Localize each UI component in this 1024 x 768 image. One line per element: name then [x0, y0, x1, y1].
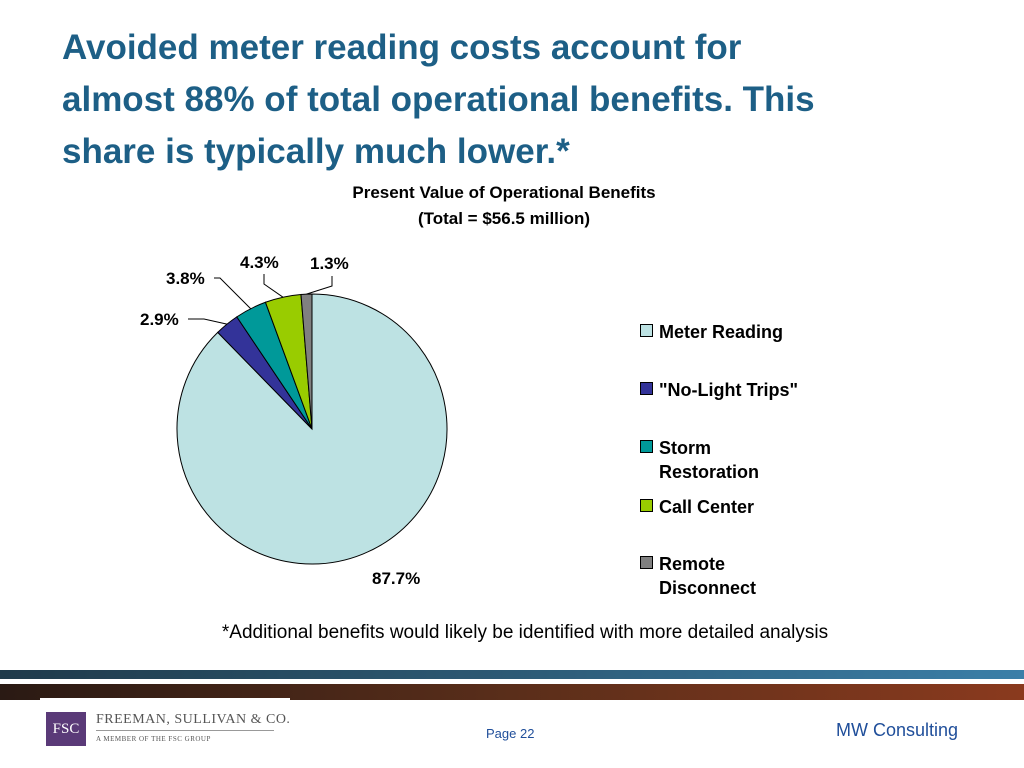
legend-swatch — [640, 499, 653, 512]
legend-item-meter-reading: Meter Reading — [640, 320, 809, 344]
logo-rule — [96, 730, 274, 731]
chart-subtitle: (Total = $56.5 million) — [417, 209, 591, 228]
data-label: 1.3% — [310, 254, 349, 273]
pie-slice-remote-disconnect — [300, 293, 313, 430]
headline-line: share is typically much lower.* — [62, 132, 570, 171]
headline-line: almost 88% of total operational benefits… — [62, 80, 815, 119]
legend-label: "No-Light Trips" — [659, 380, 799, 400]
company-name: MW Consulting — [836, 720, 959, 740]
slide-headline: Avoided meter reading costs account for … — [62, 22, 962, 178]
leader-line — [306, 276, 333, 295]
data-label: 4.3% — [240, 253, 279, 272]
headline-line: Avoided meter reading costs account for — [62, 28, 742, 67]
leader-line — [214, 277, 252, 310]
data-label: 87.7% — [372, 569, 420, 588]
leader-line — [188, 318, 228, 325]
logo-company-name: FREEMAN, SULLIVAN & CO. — [96, 712, 291, 727]
legend-swatch — [640, 440, 653, 453]
footer-bar-brown — [0, 684, 1024, 700]
legend-item-call-center: Call Center — [640, 495, 809, 519]
legend-swatch — [640, 324, 653, 337]
leader-line — [263, 274, 284, 298]
legend-item-no-light-trips: "No-Light Trips" — [640, 378, 809, 402]
legend-swatch — [640, 382, 653, 395]
chart-title: Present Value of Operational Benefits — [352, 183, 656, 202]
logo-subtitle: A MEMBER OF THE FSC GROUP — [96, 735, 211, 743]
legend-item-storm-restoration: Storm Restoration — [640, 436, 809, 484]
legend-label: Remote Disconnect — [659, 554, 757, 598]
footer-divider — [40, 698, 290, 700]
footer-bar-blue — [0, 670, 1024, 679]
legend-label: Call Center — [659, 497, 755, 517]
legend-label: Meter Reading — [659, 322, 784, 342]
legend-item-remote-disconnect: Remote Disconnect — [640, 552, 757, 600]
page-number: Page 22 — [486, 726, 535, 741]
fsc-logo: FSC — [46, 712, 86, 746]
data-label: 3.8% — [166, 269, 205, 288]
legend-swatch — [640, 556, 653, 569]
legend-label: Storm Restoration — [659, 438, 760, 482]
data-label: 2.9% — [140, 310, 179, 329]
footnote: *Additional benefits would likely be ide… — [221, 622, 829, 643]
